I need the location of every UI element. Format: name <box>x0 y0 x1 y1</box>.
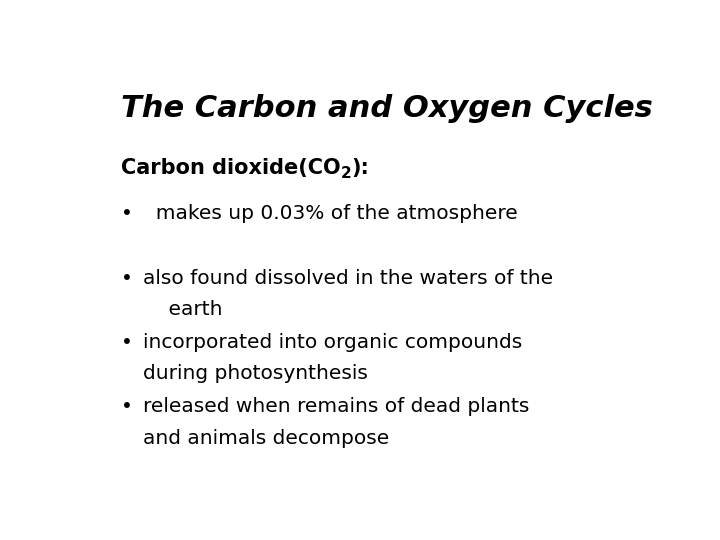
Text: released when remains of dead plants: released when remains of dead plants <box>143 397 529 416</box>
Text: •: • <box>121 333 132 352</box>
Text: The Carbon and Oxygen Cycles: The Carbon and Oxygen Cycles <box>121 94 652 123</box>
Text: incorporated into organic compounds: incorporated into organic compounds <box>143 333 522 352</box>
Text: earth: earth <box>143 300 222 319</box>
Text: Carbon dioxide(CO: Carbon dioxide(CO <box>121 158 341 178</box>
Text: and animals decompose: and animals decompose <box>143 429 390 448</box>
Text: •: • <box>121 397 132 416</box>
Text: also found dissolved in the waters of the: also found dissolved in the waters of th… <box>143 268 553 287</box>
Text: makes up 0.03% of the atmosphere: makes up 0.03% of the atmosphere <box>143 204 518 223</box>
Text: 2: 2 <box>341 166 351 181</box>
Text: •: • <box>121 204 132 223</box>
Text: ):: ): <box>351 158 369 178</box>
Text: during photosynthesis: during photosynthesis <box>143 364 368 383</box>
Text: •: • <box>121 268 132 287</box>
